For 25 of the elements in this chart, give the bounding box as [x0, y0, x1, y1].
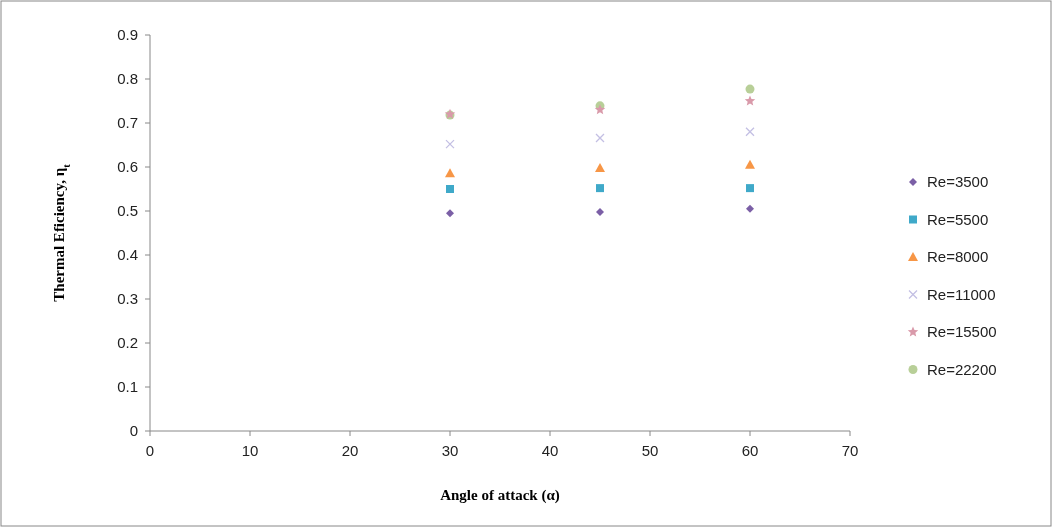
x-tick-label: 20: [341, 442, 359, 459]
y-tick-label: 0.9: [117, 26, 138, 44]
y-tick-label: 0.2: [117, 334, 138, 352]
y-tick-label: 0.8: [117, 70, 138, 88]
x-tick-label: 60: [741, 442, 759, 459]
y-tick-label: 0.3: [117, 290, 138, 308]
legend-label: Re=22200: [927, 360, 997, 378]
legend-label: Re=3500: [927, 173, 989, 191]
x-tick-label: 40: [541, 442, 559, 459]
y-tick-label: 0: [129, 422, 138, 440]
x-tick-label: 50: [641, 442, 659, 459]
y-tick-label: 0.1: [117, 378, 138, 396]
legend-label: Re=11000: [927, 285, 996, 303]
x-tick-label: 10: [241, 442, 259, 459]
legend-label: Re=15500: [927, 323, 997, 341]
legend-label: Re=8000: [927, 248, 989, 266]
y-tick-label: 0.6: [117, 158, 138, 176]
y-tick-label: 0.5: [117, 202, 138, 220]
x-tick-label: 0: [145, 442, 155, 459]
legend-label: Re=5500: [927, 210, 989, 228]
x-tick-label: 30: [441, 442, 459, 459]
y-tick-label: 0.4: [117, 246, 138, 264]
y-tick-label: 0.7: [117, 114, 138, 132]
x-tick-label: 70: [841, 442, 859, 459]
x-axis-title: Angle of attack (α): [440, 487, 560, 504]
